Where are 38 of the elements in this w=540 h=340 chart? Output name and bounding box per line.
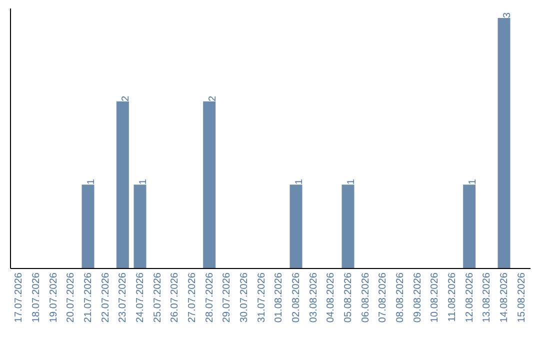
x-tick-label: 06.08.2026 [360,272,372,323]
x-tick-label: 07.08.2026 [378,272,389,323]
x-tick-label: 12.08.2026 [464,272,476,323]
x-tick-label: 19.07.2026 [48,272,60,323]
x-tick-label: 11.08.2026 [447,272,458,322]
x-tick-label: 17.07.2026 [14,272,25,323]
x-tick-label: 26.07.2026 [170,272,181,323]
x-tick-label: 13.08.2026 [482,272,493,323]
data-label: 2 [120,95,132,102]
data-label: 1 [294,178,305,185]
x-tick-label: 02.08.2026 [291,272,302,323]
x-tick-label: 27.07.2026 [187,272,198,323]
x-tick-label: 25.07.2026 [152,272,164,323]
x-tick-label: 03.08.2026 [308,272,320,323]
x-tick-label: 21.07.2026 [83,272,94,323]
data-label: 1 [346,178,357,185]
data-label: 1 [138,178,149,185]
x-tick-label: 28.07.2026 [204,272,216,323]
x-tick-label: 01.08.2026 [274,272,285,323]
x-tick-label: 10.08.2026 [430,272,441,323]
x-tick-label: 05.08.2026 [343,272,354,323]
data-label: 1 [86,178,97,185]
x-tick-label: 20.07.2026 [66,272,77,323]
data-label: 3 [502,12,513,18]
data-label: 2 [207,95,218,102]
x-tick-label: 08.08.2026 [395,272,406,323]
x-tick-label: 15.08.2026 [516,272,528,323]
x-tick-label: 24.07.2026 [135,272,146,323]
x-tick-label: 30.07.2026 [239,272,250,323]
x-tick-label: 18.07.2026 [31,272,42,323]
x-tick-label: 23.07.2026 [118,272,129,323]
x-tick-label: 09.08.2026 [412,272,424,323]
x-tick-label: 14.08.2026 [499,272,510,323]
x-tick-label: 29.07.2026 [222,272,233,323]
x-tick-label: 04.08.2026 [326,272,337,323]
data-label: 1 [467,178,478,185]
x-tick-label: 31.07.2026 [256,272,268,323]
x-tick-label: 22.07.2026 [100,272,112,323]
